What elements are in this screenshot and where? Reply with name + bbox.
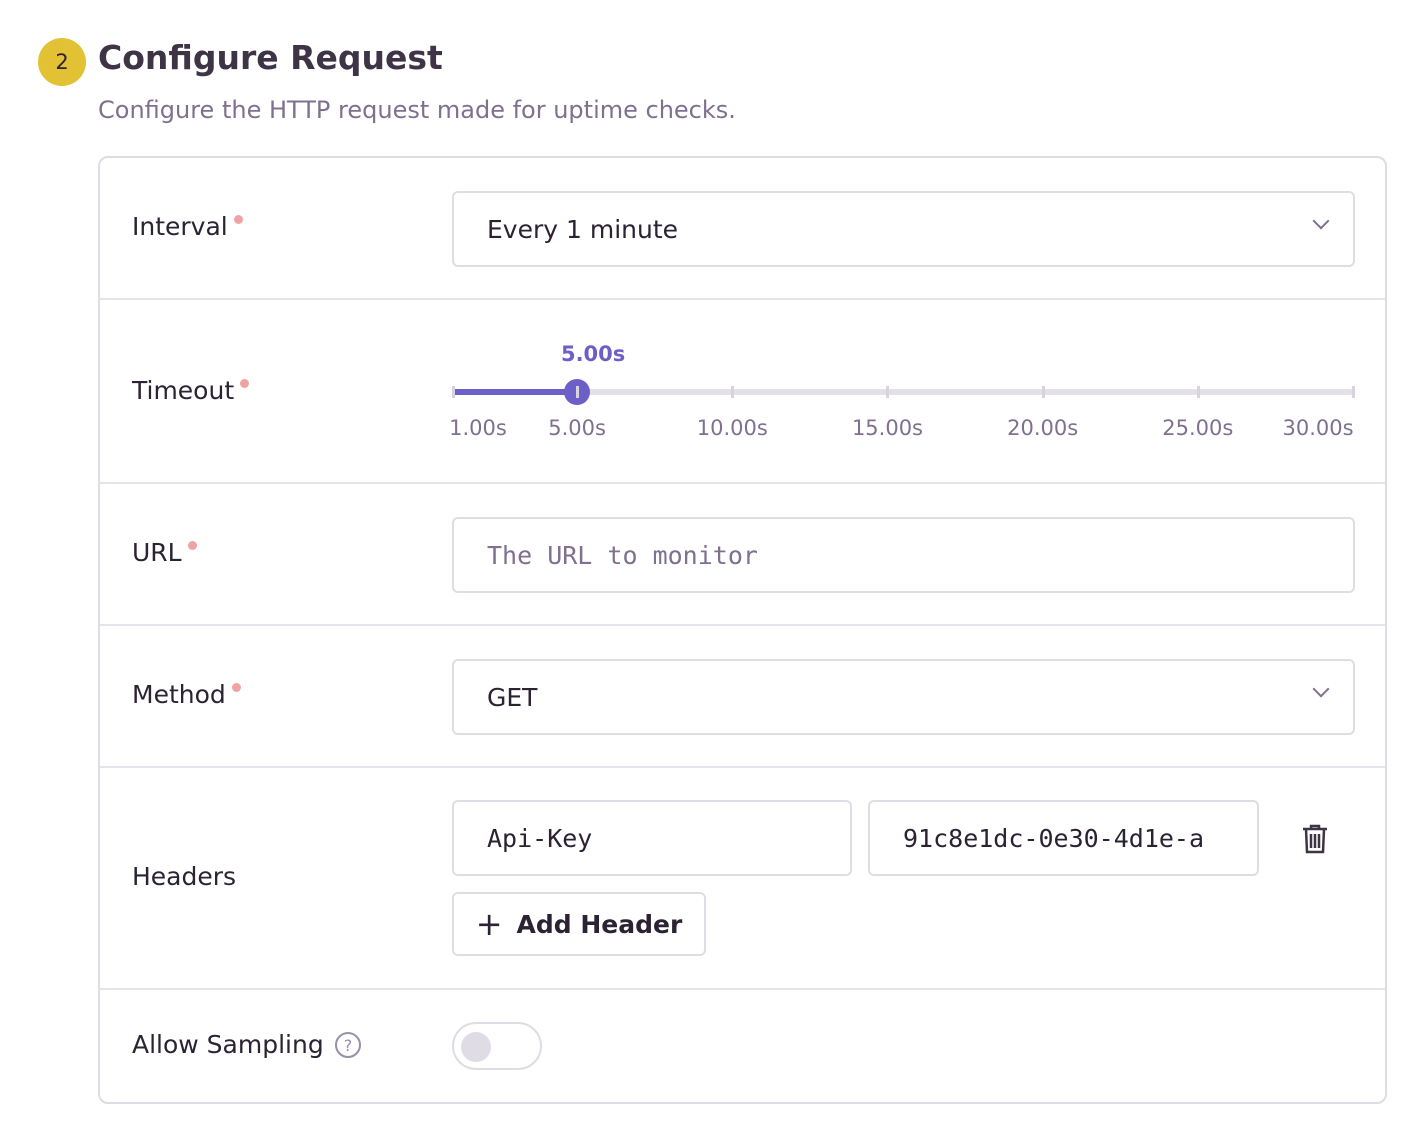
url-placeholder: The URL to monitor bbox=[487, 540, 758, 570]
slider-tick bbox=[1196, 386, 1200, 398]
chevron-down-icon bbox=[1312, 680, 1330, 698]
url-label: URL bbox=[132, 538, 197, 567]
svg-text:?: ? bbox=[343, 1036, 352, 1055]
method-label-text: Method bbox=[132, 680, 226, 709]
timeout-value-label: 5.00s bbox=[560, 342, 626, 366]
required-indicator bbox=[233, 215, 243, 224]
url-label-text: URL bbox=[132, 538, 182, 567]
timeout-row-divider bbox=[100, 300, 1385, 484]
interval-value: Every 1 minute bbox=[487, 214, 679, 244]
slider-tick bbox=[452, 386, 455, 398]
slider-fill bbox=[453, 389, 578, 395]
slider-tick-label: 10.00s bbox=[696, 416, 768, 440]
plus-icon: + bbox=[475, 905, 503, 943]
slider-tick-label: 25.00s bbox=[1162, 416, 1234, 440]
section-subtitle: Configure the HTTP request made for upti… bbox=[98, 96, 736, 124]
url-input[interactable]: The URL to monitor bbox=[452, 517, 1355, 593]
method-value: GET bbox=[487, 682, 538, 712]
slider-tick bbox=[886, 386, 890, 398]
headers-row: Headers Api-Key 91c8e1dc-0e30-4d1e-a + Ad… bbox=[100, 768, 1385, 990]
slider-tick bbox=[731, 386, 735, 398]
required-indicator bbox=[240, 379, 250, 388]
headers-label: Headers bbox=[132, 862, 237, 891]
slider-tick bbox=[576, 386, 580, 398]
sampling-label: Allow Sampling ? bbox=[132, 1030, 362, 1059]
timeout-label-text: Timeout bbox=[132, 376, 235, 405]
allow-sampling-toggle[interactable] bbox=[452, 1022, 542, 1070]
toggle-knob bbox=[461, 1032, 491, 1062]
slider-tick-label: 1.00s bbox=[449, 416, 507, 440]
method-select[interactable]: GET bbox=[452, 659, 1355, 735]
slider-tick bbox=[1041, 386, 1045, 398]
help-icon[interactable]: ? bbox=[334, 1031, 362, 1059]
slider-tick-label: 30.00s bbox=[1282, 416, 1354, 440]
method-row: Method GET bbox=[100, 626, 1385, 768]
trash-icon[interactable] bbox=[1300, 823, 1330, 855]
slider-tick-label: 20.00s bbox=[1007, 416, 1079, 440]
timeout-label: Timeout bbox=[132, 376, 250, 405]
header-value-text: 91c8e1dc-0e30-4d1e-a bbox=[903, 823, 1205, 853]
interval-label-text: Interval bbox=[132, 212, 228, 241]
request-form-panel: Interval Every 1 minute Timeout 5.00s 1.… bbox=[98, 156, 1387, 1104]
required-indicator bbox=[187, 541, 197, 550]
header-name-value: Api-Key bbox=[487, 823, 593, 853]
add-header-button[interactable]: + Add Header bbox=[452, 892, 706, 956]
method-label: Method bbox=[132, 680, 241, 709]
section-title: Configure Request bbox=[98, 38, 443, 77]
header-value-input[interactable]: 91c8e1dc-0e30-4d1e-a bbox=[868, 800, 1259, 876]
interval-row: Interval Every 1 minute bbox=[100, 158, 1385, 300]
interval-label: Interval bbox=[132, 212, 243, 241]
sampling-row: Allow Sampling ? bbox=[100, 990, 1385, 1104]
add-header-label: Add Header bbox=[516, 909, 683, 939]
slider-tick bbox=[1352, 386, 1355, 398]
interval-select[interactable]: Every 1 minute bbox=[452, 191, 1355, 267]
sampling-label-text: Allow Sampling bbox=[132, 1030, 324, 1059]
slider-tick-label: 5.00s bbox=[548, 416, 606, 440]
timeout-slider[interactable] bbox=[452, 379, 1355, 405]
required-indicator bbox=[231, 683, 241, 692]
step-number-badge: 2 bbox=[38, 38, 86, 86]
header-name-input[interactable]: Api-Key bbox=[452, 800, 852, 876]
slider-tick-label: 15.00s bbox=[851, 416, 923, 440]
chevron-down-icon bbox=[1312, 212, 1330, 230]
url-row: URL The URL to monitor bbox=[100, 484, 1385, 626]
